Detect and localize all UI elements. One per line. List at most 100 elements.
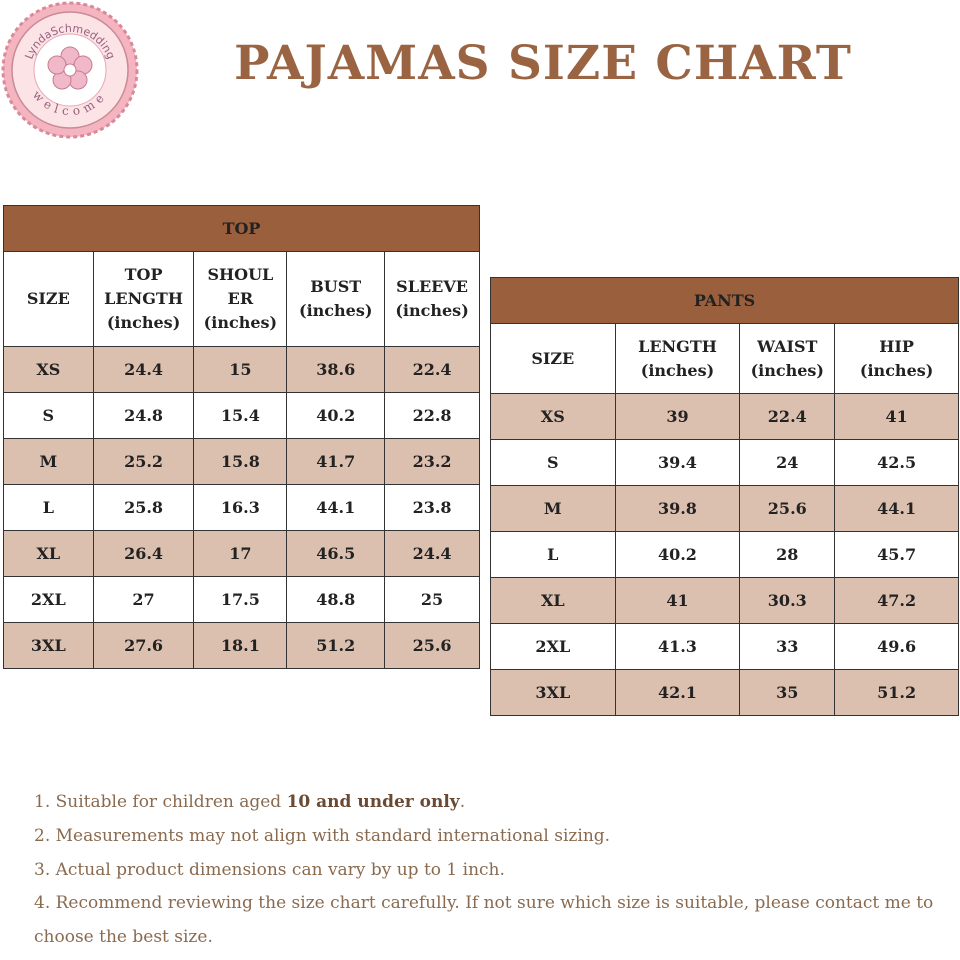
size-cell: XS bbox=[3, 346, 94, 393]
value-cell: 28 bbox=[739, 531, 836, 578]
header-line: LENGTH bbox=[104, 289, 183, 308]
header-line: SIZE bbox=[26, 289, 70, 308]
value-cell: 51.2 bbox=[286, 622, 386, 669]
note-text: 10 and under only bbox=[286, 792, 460, 812]
size-cell: M bbox=[3, 438, 94, 485]
value-cell: 25 bbox=[384, 576, 480, 623]
header-line: SLEEVE bbox=[396, 277, 468, 296]
header-line: HIP bbox=[879, 336, 914, 356]
value-cell: 40.2 bbox=[286, 392, 386, 439]
header-line: SHOUL bbox=[207, 265, 274, 284]
data-row: S 24.8 15.4 40.2 22.8 bbox=[3, 392, 480, 439]
size-cell: XS bbox=[490, 393, 616, 440]
size-cell: L bbox=[490, 531, 616, 578]
header-cell: TOP LENGTH (inches) bbox=[92, 251, 195, 347]
value-cell: 38.6 bbox=[286, 346, 386, 393]
note: 3. Actual product dimensions can vary by… bbox=[34, 854, 934, 888]
note-text: . bbox=[459, 792, 466, 812]
title: PAJAMAS SIZE CHART bbox=[234, 36, 852, 91]
header-line: ER bbox=[227, 289, 254, 308]
header-row: SIZE TOP LENGTH (inches) SHOUL ER (inches) BUST… bbox=[3, 251, 480, 347]
value-cell: 42.5 bbox=[834, 439, 959, 486]
value-cell: 41 bbox=[614, 577, 741, 624]
value-cell: 15 bbox=[193, 346, 288, 393]
value-cell: 49.6 bbox=[834, 623, 959, 670]
size-cell: 3XL bbox=[3, 622, 94, 669]
value-cell: 42.1 bbox=[614, 669, 741, 716]
data-row: XL 41 30.3 47.2 bbox=[490, 577, 959, 624]
note-text: 1. Suitable for children aged bbox=[34, 792, 287, 812]
size-cell: S bbox=[490, 439, 616, 486]
value-cell: 22.8 bbox=[384, 392, 480, 439]
note-text: 2. Measurements may not align with stand… bbox=[34, 825, 611, 846]
header-cell: SIZE bbox=[3, 251, 94, 347]
header-cell: HIP (inches) bbox=[834, 323, 959, 394]
header-line: (inches) bbox=[859, 360, 934, 380]
value-cell: 26.4 bbox=[92, 530, 195, 577]
table-title: TOP bbox=[3, 205, 480, 252]
value-cell: 35 bbox=[739, 669, 836, 716]
header-line: (inches) bbox=[750, 360, 824, 380]
value-cell: 30.3 bbox=[739, 577, 836, 624]
value-cell: 39 bbox=[614, 393, 741, 440]
note-text: 4. Recommend reviewing the size chart ca… bbox=[34, 893, 934, 948]
value-cell: 25.6 bbox=[384, 622, 480, 669]
value-cell: 41 bbox=[834, 393, 959, 440]
header-cell: SLEEVE (inches) bbox=[384, 251, 480, 347]
header-line: (inches) bbox=[395, 301, 469, 320]
title-row: PANTS bbox=[490, 277, 959, 324]
size-cell: XL bbox=[490, 577, 616, 624]
size-cell: M bbox=[490, 485, 616, 532]
value-cell: 47.2 bbox=[834, 577, 959, 624]
data-row: M 25.2 15.8 41.7 23.2 bbox=[3, 438, 480, 485]
value-cell: 44.1 bbox=[834, 485, 959, 532]
pants-table: PANTS SIZE LENGTH (inches) WAIST (inches) HIP (… bbox=[490, 277, 959, 716]
note-text: 3. Actual product dimensions can vary by… bbox=[34, 859, 505, 880]
value-cell: 48.8 bbox=[286, 576, 386, 623]
value-cell: 40.2 bbox=[614, 531, 741, 578]
value-cell: 25.8 bbox=[92, 484, 195, 531]
header-cell: SIZE bbox=[490, 323, 616, 394]
value-cell: 39.8 bbox=[614, 485, 741, 532]
header-cell: LENGTH (inches) bbox=[614, 323, 741, 394]
logo: LyndaSchmedding welcome bbox=[1, 1, 139, 139]
header-cell: SHOUL ER (inches) bbox=[193, 251, 288, 347]
header-line: TOP bbox=[124, 265, 163, 284]
value-cell: 41.3 bbox=[614, 623, 741, 670]
data-row: L 25.8 16.3 44.1 23.8 bbox=[3, 484, 480, 531]
header-line: (inches) bbox=[640, 360, 715, 380]
size-cell: 2XL bbox=[3, 576, 94, 623]
header-line: WAIST bbox=[757, 336, 818, 356]
value-cell: 23.2 bbox=[384, 438, 480, 485]
header-line: (inches) bbox=[106, 313, 181, 332]
header-line: SIZE bbox=[531, 348, 575, 368]
title-row: TOP bbox=[3, 205, 480, 252]
value-cell: 33 bbox=[739, 623, 836, 670]
data-row: L 40.2 28 45.7 bbox=[490, 531, 959, 578]
header-line: BUST bbox=[310, 277, 362, 296]
header-line: (inches) bbox=[299, 301, 373, 320]
value-cell: 27 bbox=[92, 576, 195, 623]
data-row: 2XL 41.3 33 49.6 bbox=[490, 623, 959, 670]
value-cell: 22.4 bbox=[739, 393, 836, 440]
header-cell: WAIST (inches) bbox=[739, 323, 836, 394]
value-cell: 46.5 bbox=[286, 530, 386, 577]
header-cell: BUST (inches) bbox=[286, 251, 386, 347]
value-cell: 39.4 bbox=[614, 439, 741, 486]
value-cell: 41.7 bbox=[286, 438, 386, 485]
size-cell: S bbox=[3, 392, 94, 439]
value-cell: 51.2 bbox=[834, 669, 959, 716]
data-row: XS 24.4 15 38.6 22.4 bbox=[3, 346, 480, 393]
size-cell: 3XL bbox=[490, 669, 616, 716]
data-row: S 39.4 24 42.5 bbox=[490, 439, 959, 486]
table-title: PANTS bbox=[490, 277, 959, 324]
data-row: XL 26.4 17 46.5 24.4 bbox=[3, 530, 480, 577]
value-cell: 22.4 bbox=[384, 346, 480, 393]
size-cell: XL bbox=[3, 530, 94, 577]
size-cell: 2XL bbox=[490, 623, 616, 670]
value-cell: 15.8 bbox=[193, 438, 288, 485]
data-row: 2XL 27 17.5 48.8 25 bbox=[3, 576, 480, 623]
header-line: LENGTH bbox=[638, 336, 717, 356]
header-line: (inches) bbox=[203, 313, 278, 332]
